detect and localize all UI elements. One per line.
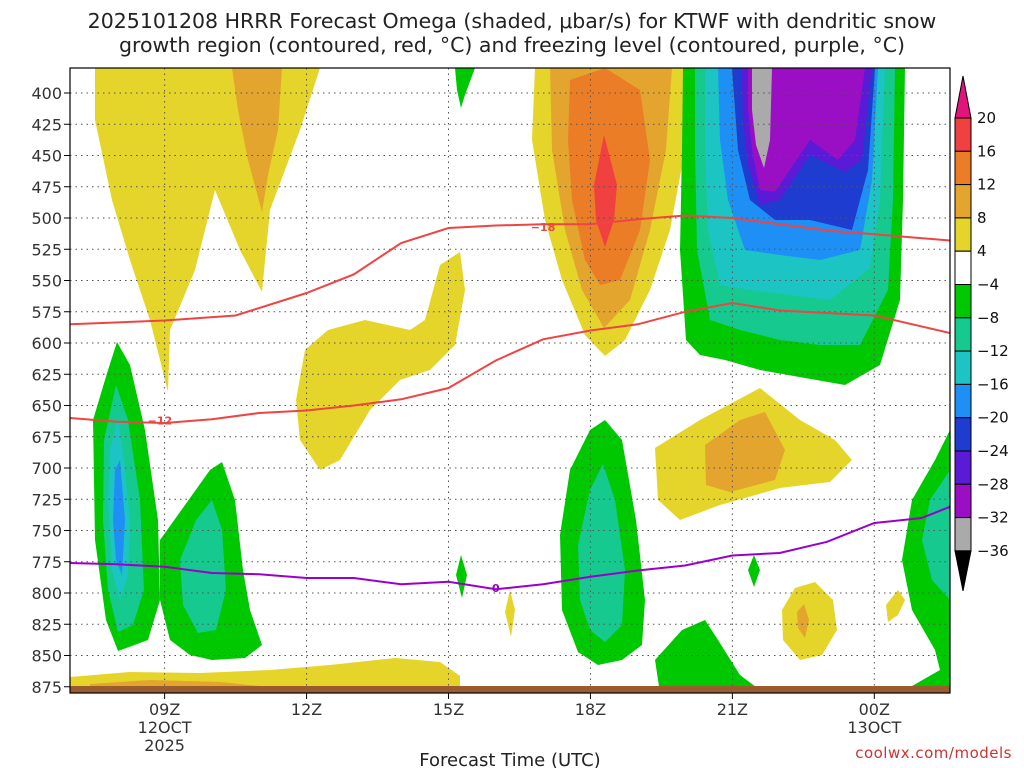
omega-fill-negative-09z-blue: [113, 460, 125, 575]
colorbar-label-11: −28: [977, 475, 1009, 493]
colorbar-box-1: [954, 517, 972, 552]
colorbar-box-8: [954, 284, 972, 319]
omega-fill-negative-19z-teal: [578, 464, 625, 642]
colorbar-box-3: [954, 450, 972, 485]
colorbar-box-13: [954, 117, 972, 152]
x-tick-date-00Z: 13OCT: [847, 718, 901, 737]
colorbar-box-5: [954, 383, 972, 419]
y-tick-label-875: 875: [31, 678, 62, 697]
omega-fill-negative-right-edge-teal: [922, 470, 950, 600]
x-tick-label-21Z: 21Z: [717, 700, 748, 719]
ground-surface-band: [70, 686, 950, 693]
contour-line-2: [70, 505, 950, 591]
y-axis: 400 425 450 475 500 525 550 575 600 625 650 675 700 7…: [31, 84, 70, 697]
x-tick-label-18Z: 18Z: [575, 700, 606, 719]
omega-fill-green-tip-16z: [455, 68, 475, 108]
plot-frame: [69, 67, 951, 694]
y-tick-label-425: 425: [31, 115, 62, 134]
y-tick-label-800: 800: [31, 584, 62, 603]
omega-fill-negative-21z-low: [655, 620, 760, 693]
y-tick-label-650: 650: [31, 397, 62, 416]
omega-fill-small-green-22z: [748, 555, 760, 587]
colorbar-box-4: [954, 417, 972, 452]
credit-text: coolwx.com/models: [855, 744, 1012, 762]
colorbar-label-12: −32: [977, 509, 1009, 527]
colorbar-bottom-arrow: [954, 550, 972, 591]
omega-fill-yellow-15z: [296, 252, 465, 470]
chart-title-line-2: growth region (contoured, red, °C) and f…: [119, 33, 905, 57]
y-tick-label-675: 675: [31, 428, 62, 447]
y-tick-label-400: 400: [31, 84, 62, 103]
x-tick-date-09Z: 12OCT: [138, 718, 192, 737]
colorbar-box-10: [954, 217, 972, 252]
y-tick-label-725: 725: [31, 490, 62, 509]
x-axis-title: Forecast Time (UTC): [419, 750, 600, 768]
contour-line-1: [70, 301, 950, 425]
colorbar-label-3: 8: [977, 209, 987, 227]
x-tick-label-12Z: 12Z: [291, 700, 322, 719]
omega-fill-small-yellow-cell-23z: [782, 582, 837, 660]
colorbar-label-6: −8: [977, 309, 999, 327]
y-tick-label-575: 575: [31, 303, 62, 322]
omega-fill-small-yellow-right: [886, 590, 905, 622]
y-tick-label-550: 550: [31, 272, 62, 291]
omega-shading: [70, 68, 950, 693]
contour-label-2: 0: [492, 582, 500, 595]
y-tick-label-700: 700: [31, 459, 62, 478]
omega-fill-small-orange-cell-23z: [797, 604, 809, 638]
y-tick-label-450: 450: [31, 147, 62, 166]
colorbar-label-9: −20: [977, 409, 1009, 427]
colorbar: 20 16 12 8 4 −4 −8 −12 −16 −20 −24 −28 −32 −36: [954, 75, 1009, 591]
y-tick-label-600: 600: [31, 334, 62, 353]
dotted-grid: [70, 68, 950, 693]
colorbar-label-2: 12: [977, 176, 996, 194]
omega-fill-small-yellow-17z: [505, 590, 515, 637]
contour-line-0: [70, 214, 950, 326]
colorbar-box-11: [954, 184, 972, 219]
y-tick-label-500: 500: [31, 209, 62, 228]
colorbar-label-7: −12: [977, 342, 1009, 360]
temperature-contours: −18 −12 0: [70, 214, 950, 595]
colorbar-box-6: [954, 350, 972, 385]
colorbar-label-4: 4: [977, 242, 987, 260]
omega-fill-negative-core-purple: [748, 68, 865, 192]
chart-title-line-1: 2025101208 HRRR Forecast Omega (shaded, …: [88, 9, 937, 33]
colorbar-label-0: 20: [977, 109, 996, 127]
omega-fill-negative-core-grey: [752, 68, 772, 168]
y-tick-label-850: 850: [31, 647, 62, 666]
omega-fill-small-green-16z: [456, 555, 467, 598]
colorbar-box-7: [954, 317, 972, 352]
x-tick-label-15Z: 15Z: [433, 700, 464, 719]
colorbar-top-arrow: [954, 75, 972, 119]
omega-fill-negative-1030z-teal: [180, 500, 226, 633]
y-tick-label-475: 475: [31, 178, 62, 197]
y-tick-label-625: 625: [31, 365, 62, 384]
y-tick-label-825: 825: [31, 615, 62, 634]
x-tick-label-09Z: 09Z: [149, 700, 180, 719]
colorbar-label-10: −24: [977, 442, 1009, 460]
colorbar-box-12: [954, 150, 972, 186]
colorbar-box-9: [954, 250, 972, 285]
colorbar-box-2: [954, 483, 972, 519]
y-tick-label-750: 750: [31, 522, 62, 541]
colorbar-label-13: −36: [977, 542, 1009, 560]
y-tick-label-525: 525: [31, 240, 62, 259]
contour-label-0: −18: [531, 221, 556, 234]
omega-fill-orange-12z-upper: [232, 68, 282, 212]
x-tick-year-09Z: 2025: [144, 736, 185, 755]
omega-fill-positive-core-19z-red: [594, 135, 617, 247]
x-tick-label-00Z: 00Z: [859, 700, 890, 719]
colorbar-label-1: 16: [977, 142, 996, 160]
contour-label-1: −12: [148, 415, 173, 428]
colorbar-label-8: −16: [977, 375, 1009, 393]
omega-fill-positive-mid-21z-orange: [705, 412, 785, 492]
colorbar-label-5: −4: [977, 276, 999, 294]
y-tick-label-775: 775: [31, 553, 62, 572]
